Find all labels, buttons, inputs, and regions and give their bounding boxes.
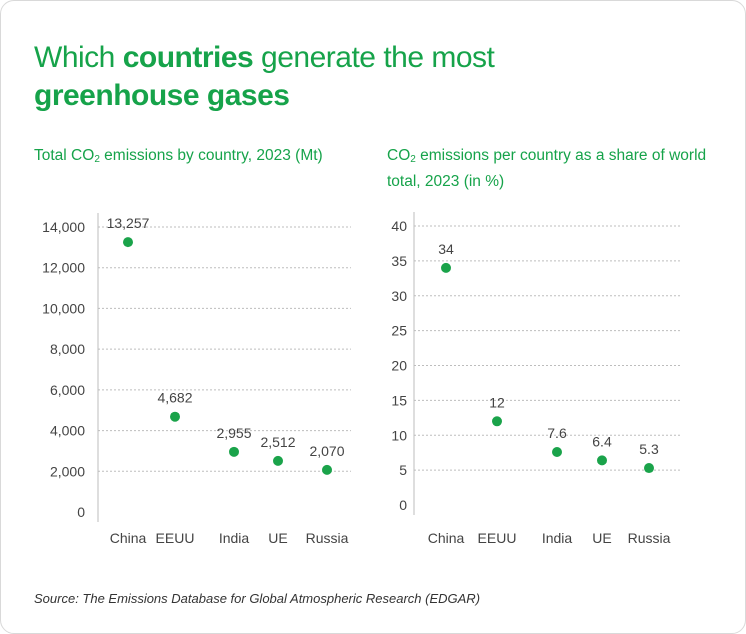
chart-2-ytick-label: 35 — [391, 253, 407, 269]
chart-1-ytick-label: 8,000 — [50, 341, 85, 357]
chart-1-title-before: Total CO — [34, 147, 95, 164]
chart-2-ytick-label: 10 — [391, 427, 407, 443]
chart-1-data-label-eeuu: 4,682 — [157, 390, 192, 406]
chart-2-point-india — [552, 446, 562, 457]
chart-2-data-label-ue: 6.4 — [592, 433, 612, 449]
chart-2-category-label-eeuu: EEUU — [478, 530, 517, 546]
chart-1-ytick-label: 2,000 — [50, 463, 85, 479]
chart-1-point-russia — [322, 464, 332, 475]
chart-1-category-label-india: India — [219, 530, 250, 546]
chart-1-point-india — [229, 446, 239, 457]
chart-2-data-label-russia: 5.3 — [639, 441, 659, 457]
chart-2-ytick-label: 30 — [391, 288, 407, 304]
chart-2-ytick-label: 0 — [399, 497, 407, 513]
chart-2-category-label-ue: UE — [592, 530, 611, 546]
chart-2-point-china — [441, 262, 451, 273]
chart-1-point-eeuu — [170, 411, 180, 422]
chart-2-ytick-label: 40 — [391, 218, 407, 234]
chart-1-ytick-label: 6,000 — [50, 382, 85, 398]
chart-2-point-eeuu — [492, 416, 502, 427]
chart-2-data-label-eeuu: 12 — [489, 394, 505, 410]
chart-1-category-label-eeuu: EEUU — [156, 530, 195, 546]
chart-1-category-label-ue: UE — [268, 530, 287, 546]
chart-2-title-after: emissions per country as a share of worl… — [387, 147, 707, 190]
chart-1-data-label-india: 2,955 — [216, 425, 251, 441]
chart-2-ytick-label: 20 — [391, 358, 407, 374]
chart-2-ytick-label: 15 — [391, 392, 407, 408]
chart-2-category-label-russia: Russia — [628, 530, 671, 546]
source-note: Source: The Emissions Database for Globa… — [34, 591, 481, 606]
chart-1-point-ue — [273, 455, 283, 466]
title-bold-2: greenhouse gases — [34, 79, 290, 112]
chart-2-title-sub: 2 — [410, 154, 416, 165]
chart-1-ytick-label: 10,000 — [42, 300, 85, 316]
chart-2-point-ue — [597, 455, 607, 466]
chart-1-ytick-label: 12,000 — [42, 260, 85, 276]
chart-2-title: CO2 emissions per country as a share of … — [387, 145, 717, 193]
chart-1-data-label-china: 13,257 — [107, 215, 150, 231]
chart-1-ytick-label: 4,000 — [50, 423, 85, 439]
chart-2-data-label-india: 7.6 — [547, 425, 567, 441]
chart-1-data-label-russia: 2,070 — [309, 443, 344, 459]
title-part-2: generate the most — [253, 41, 495, 74]
chart-1-title: Total CO2 emissions by country, 2023 (Mt… — [34, 145, 334, 171]
chart-1-ytick-label: 0 — [77, 504, 85, 520]
chart-1-data-label-ue: 2,512 — [260, 434, 295, 450]
chart-2-title-before: CO — [387, 147, 411, 164]
chart-2-data-label-china: 34 — [438, 241, 454, 257]
chart-1-title-sub: 2 — [94, 154, 100, 165]
chart-1-title-after: emissions by country, 2023 (Mt) — [99, 147, 323, 164]
chart-2-ytick-label: 5 — [399, 462, 407, 478]
chart-1-category-label-china: China — [110, 530, 147, 546]
chart-2-ytick-label: 25 — [391, 323, 407, 339]
page-title: Which countries generate the most greenho… — [34, 39, 694, 115]
title-part-1: Which — [34, 41, 123, 74]
chart-2-category-label-china: China — [428, 530, 465, 546]
chart-1-point-china — [123, 237, 133, 248]
chart-1-ytick-label: 14,000 — [42, 219, 85, 235]
chart-1-category-label-russia: Russia — [306, 530, 349, 546]
chart-2-point-russia — [644, 463, 654, 474]
title-bold-1: countries — [122, 41, 254, 74]
chart-2-category-label-india: India — [542, 530, 573, 546]
